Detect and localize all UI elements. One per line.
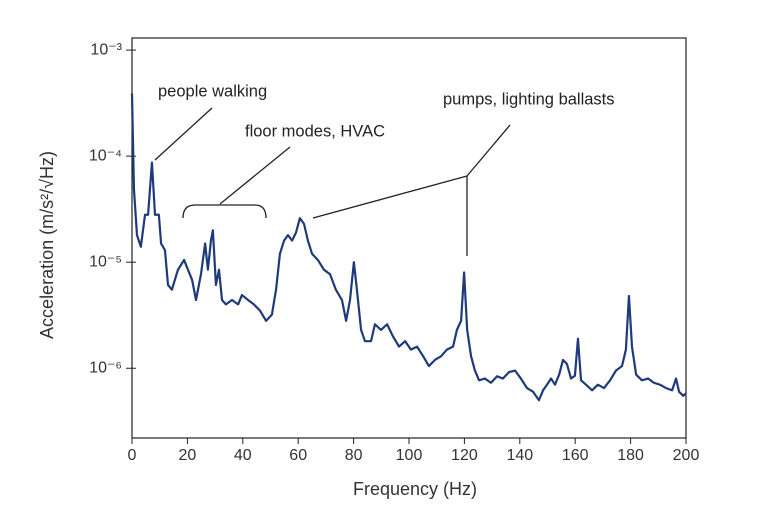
y-axis-title: Acceleration (m/s²/√Hz) — [37, 151, 57, 339]
x-tick-label: 40 — [234, 447, 252, 464]
x-tick-label: 160 — [562, 447, 589, 464]
leader-line — [219, 146, 291, 205]
data-line — [130, 93, 687, 402]
leader-line — [466, 124, 511, 177]
bracket — [182, 204, 267, 219]
x-tick-label: 80 — [345, 447, 363, 464]
annotation-leaders — [154, 107, 511, 256]
x-tick-label: 100 — [396, 447, 423, 464]
y-tick-label: 10⁻⁴ — [89, 147, 122, 164]
x-axis-title: Frequency (Hz) — [353, 479, 477, 499]
y-tick-label: 10⁻⁶ — [89, 359, 122, 376]
y-tick-label: 10⁻³ — [90, 41, 122, 58]
x-tick-label: 180 — [617, 447, 644, 464]
x-tick-label: 140 — [506, 447, 533, 464]
annotation: pumps, lighting ballasts — [443, 90, 615, 108]
x-tick-label: 0 — [128, 447, 137, 464]
x-tick-label: 200 — [673, 447, 700, 464]
leader-line — [154, 107, 213, 161]
annotation: floor modes, HVAC — [245, 122, 385, 140]
x-tick-label: 120 — [451, 447, 478, 464]
annotation: people walking — [158, 82, 267, 100]
leader-line — [312, 175, 468, 219]
x-tick-label: 60 — [289, 447, 307, 464]
x-tick-label: 20 — [179, 447, 197, 464]
y-tick-label: 10⁻⁵ — [89, 253, 122, 270]
